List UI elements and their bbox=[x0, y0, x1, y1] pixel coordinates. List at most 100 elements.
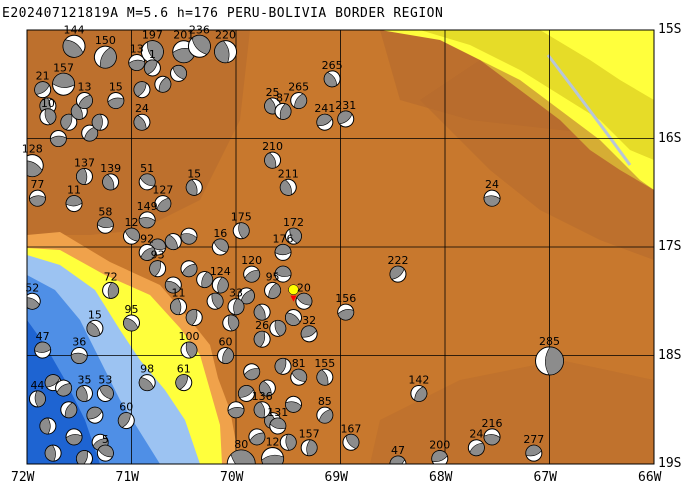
event-marker-icon bbox=[290, 295, 297, 302]
beachball-icon bbox=[300, 325, 318, 343]
depth-label: 95 bbox=[125, 303, 139, 316]
river bbox=[546, 54, 632, 166]
depth-label: 12 bbox=[125, 216, 139, 229]
depth-label: 137 bbox=[74, 156, 95, 169]
beachball-icon bbox=[295, 292, 313, 310]
depth-label: 53 bbox=[98, 373, 112, 386]
beachball-icon bbox=[211, 238, 229, 256]
beachball-icon bbox=[138, 173, 156, 191]
beachball-icon bbox=[389, 265, 407, 283]
beachball-icon bbox=[253, 303, 271, 321]
lon-tick-label: 68W bbox=[429, 470, 453, 485]
beachball-icon bbox=[34, 81, 52, 99]
beachball-icon bbox=[214, 40, 238, 64]
lat-tick-label: 19S bbox=[658, 456, 682, 471]
depth-label: 92 bbox=[140, 232, 154, 245]
beachball-icon bbox=[86, 406, 104, 424]
depth-label: 128 bbox=[22, 143, 43, 156]
depth-label: 220 bbox=[215, 29, 236, 42]
beachball-icon bbox=[187, 34, 211, 58]
depth-label: 1 bbox=[149, 48, 156, 61]
depth-label: 157 bbox=[53, 61, 74, 74]
beachball-icon bbox=[93, 45, 117, 69]
depth-label: 61 bbox=[177, 363, 191, 376]
depth-label: 150 bbox=[95, 34, 116, 47]
depth-label: 139 bbox=[100, 162, 121, 175]
depth-label: 24 bbox=[485, 178, 499, 191]
beachball-icon bbox=[232, 222, 250, 240]
beachball-icon bbox=[133, 113, 151, 131]
depth-label: 33 bbox=[229, 287, 243, 300]
beachball-icon bbox=[60, 113, 78, 131]
beachball-icon bbox=[27, 154, 44, 178]
lon-tick-label: 69W bbox=[324, 470, 348, 485]
depth-label: 157 bbox=[299, 428, 320, 441]
beachball-icon bbox=[75, 450, 93, 464]
depth-label: 265 bbox=[322, 59, 343, 72]
depth-label: 15 bbox=[88, 308, 102, 321]
beachball-icon bbox=[180, 260, 198, 278]
beachball-icon bbox=[316, 113, 334, 131]
depth-label: 47 bbox=[391, 444, 405, 457]
beachball-icon bbox=[107, 92, 125, 110]
depth-label: 100 bbox=[178, 330, 199, 343]
depth-label: 216 bbox=[482, 417, 503, 430]
depth-label: 32 bbox=[302, 314, 316, 327]
depth-label: 136 bbox=[252, 390, 273, 403]
lat-tick-label: 17S bbox=[658, 239, 682, 254]
beachball-icon bbox=[55, 379, 73, 397]
beachball-icon bbox=[284, 309, 302, 327]
beachball-icon bbox=[227, 401, 245, 419]
beachball-icon bbox=[138, 211, 156, 229]
depth-label: 167 bbox=[340, 422, 361, 435]
beachball-icon bbox=[138, 243, 156, 261]
depth-label: 285 bbox=[539, 335, 560, 348]
depth-label: 11 bbox=[172, 287, 186, 300]
beachball-icon bbox=[27, 292, 41, 310]
depth-label: 231 bbox=[335, 99, 356, 112]
event-epicenter-icon bbox=[288, 284, 299, 295]
beachball-icon bbox=[49, 130, 67, 147]
depth-label: 124 bbox=[210, 265, 231, 278]
depth-label: 5 bbox=[102, 433, 109, 446]
depth-label: 277 bbox=[523, 433, 544, 446]
beachball-icon bbox=[243, 363, 261, 381]
beachball-icon bbox=[28, 189, 46, 207]
beachball-layer bbox=[27, 34, 564, 464]
southern-highland bbox=[370, 360, 654, 464]
map-frame bbox=[26, 29, 655, 465]
beachball-icon bbox=[279, 178, 297, 196]
beachball-icon bbox=[102, 281, 120, 299]
beachball-icon bbox=[316, 368, 334, 386]
depth-label: 21 bbox=[36, 70, 50, 83]
beachball-icon bbox=[86, 319, 104, 337]
beachball-icon bbox=[323, 70, 341, 88]
beachball-icon bbox=[164, 276, 182, 294]
beachball-icon bbox=[65, 428, 83, 446]
beachball-icon bbox=[164, 233, 182, 251]
beachball-icon bbox=[279, 433, 297, 451]
beachball-icon bbox=[39, 108, 57, 126]
depth-label: 87 bbox=[276, 91, 290, 104]
lat-tick-label: 18S bbox=[658, 347, 682, 363]
depth-label: 60 bbox=[119, 401, 133, 414]
depth-label: 175 bbox=[231, 211, 252, 224]
depth-label: 241 bbox=[314, 102, 335, 115]
beachball-icon bbox=[60, 401, 78, 419]
beachball-icon bbox=[123, 314, 140, 332]
beachball-icon bbox=[52, 72, 76, 96]
beachball-icon bbox=[467, 439, 485, 457]
depth-label: 131 bbox=[267, 406, 288, 419]
beachball-icon bbox=[337, 303, 355, 321]
depth-label: 16 bbox=[213, 227, 227, 240]
depth-label: 58 bbox=[98, 205, 112, 218]
beachball-icon bbox=[196, 271, 214, 289]
depth-label: 10 bbox=[41, 97, 55, 110]
depth-label: 72 bbox=[104, 270, 118, 283]
beachball-icon bbox=[274, 102, 292, 120]
depth-label: 95 bbox=[266, 270, 280, 283]
lon-tick-label: 71W bbox=[115, 470, 139, 485]
beachball-icon bbox=[300, 439, 318, 457]
beachball-icon bbox=[117, 412, 135, 430]
